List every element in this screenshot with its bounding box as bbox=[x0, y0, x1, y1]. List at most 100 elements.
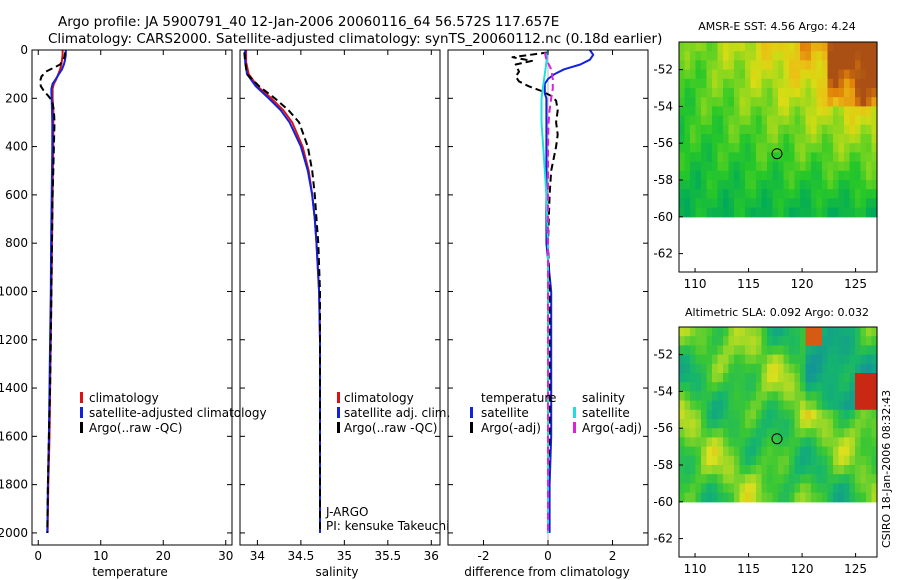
heatmap-cell bbox=[866, 382, 873, 392]
heatmap-cell bbox=[871, 382, 878, 392]
heatmap-cell bbox=[805, 455, 812, 466]
heatmap-cell bbox=[860, 198, 867, 209]
heatmap-cell bbox=[844, 170, 851, 181]
heatmap-cell bbox=[679, 51, 686, 61]
heatmap-cell bbox=[750, 134, 757, 144]
heatmap-cell bbox=[739, 373, 746, 383]
heatmap-cell bbox=[684, 106, 691, 117]
heatmap-cell bbox=[800, 363, 807, 374]
heatmap-cell bbox=[789, 78, 796, 89]
heatmap-cell bbox=[756, 60, 763, 71]
heatmap-cell bbox=[827, 180, 834, 190]
map-x-tick-label: 115 bbox=[737, 277, 760, 291]
heatmap-cell bbox=[772, 446, 779, 457]
heatmap-cell bbox=[750, 60, 757, 71]
heatmap-cell bbox=[756, 189, 763, 199]
temperature-axes-frame bbox=[31, 49, 233, 546]
salinity-axes-frame bbox=[239, 49, 441, 546]
heatmap-cell bbox=[794, 88, 801, 98]
heatmap-cell bbox=[745, 373, 752, 383]
heatmap-cell bbox=[871, 409, 878, 420]
heatmap-cell bbox=[827, 363, 834, 374]
x-tick-label: 0 bbox=[34, 549, 42, 563]
heatmap-cell bbox=[745, 152, 752, 163]
heatmap-cell bbox=[756, 97, 763, 107]
heatmap-cell bbox=[833, 474, 840, 484]
heatmap-cell bbox=[734, 42, 741, 52]
heatmap-cell bbox=[789, 382, 796, 392]
heatmap-cell bbox=[712, 373, 719, 383]
heatmap-cell bbox=[811, 207, 818, 218]
heatmap-cell bbox=[717, 51, 724, 61]
heatmap-cell bbox=[844, 143, 851, 153]
heatmap-cell bbox=[849, 492, 856, 503]
heatmap-cell bbox=[717, 419, 724, 429]
heatmap-cell bbox=[816, 88, 823, 98]
heatmap-cell bbox=[816, 189, 823, 199]
heatmap-cell bbox=[723, 363, 730, 374]
heatmap-cell bbox=[723, 51, 730, 61]
heatmap-cell bbox=[695, 207, 702, 218]
heatmap-cell bbox=[690, 391, 697, 402]
heatmap-cell bbox=[805, 373, 812, 383]
heatmap-cell bbox=[838, 446, 845, 457]
heatmap-cell bbox=[756, 88, 763, 98]
heatmap-cell bbox=[684, 391, 691, 402]
heatmap-cell bbox=[800, 465, 807, 475]
heatmap-cell bbox=[684, 180, 691, 190]
heatmap-cell bbox=[728, 465, 735, 475]
heatmap-cell bbox=[706, 198, 713, 209]
heatmap-cell bbox=[855, 345, 862, 356]
heatmap-cell bbox=[734, 336, 741, 346]
heatmap-cell bbox=[833, 97, 840, 107]
heatmap-cell bbox=[789, 115, 796, 126]
heatmap-cell bbox=[794, 115, 801, 126]
heatmap-cell bbox=[816, 437, 823, 448]
heatmap-cell bbox=[684, 492, 691, 503]
heatmap-cell bbox=[728, 42, 735, 52]
legend-label-temp-argo: Argo(-adj) bbox=[481, 421, 541, 435]
heatmap-cell bbox=[772, 419, 779, 429]
heatmap-cell bbox=[789, 419, 796, 429]
heatmap-cell bbox=[761, 152, 768, 163]
heatmap-cell bbox=[756, 180, 763, 190]
heatmap-cell bbox=[679, 161, 686, 172]
heatmap-cell bbox=[706, 42, 713, 52]
heatmap-cell bbox=[805, 391, 812, 402]
heatmap-cell bbox=[855, 88, 862, 98]
heatmap-cell bbox=[690, 428, 697, 438]
heatmap-cell bbox=[728, 409, 735, 420]
heatmap-cell bbox=[844, 474, 851, 484]
heatmap-cell bbox=[723, 42, 730, 52]
heatmap-cell bbox=[838, 189, 845, 199]
heatmap-cell bbox=[728, 69, 735, 80]
heatmap-cell bbox=[717, 189, 724, 199]
heatmap-cell bbox=[739, 465, 746, 475]
heatmap-cell bbox=[756, 400, 763, 411]
heatmap-cell bbox=[794, 419, 801, 429]
heatmap-cell bbox=[701, 363, 708, 374]
heatmap-cell bbox=[734, 400, 741, 411]
map-x-tick-label: 125 bbox=[844, 277, 867, 291]
heatmap-cell bbox=[833, 42, 840, 52]
heatmap-cell bbox=[761, 134, 768, 144]
heatmap-cell bbox=[761, 336, 768, 346]
heatmap-cell bbox=[800, 88, 807, 98]
map-x-tick-label: 120 bbox=[791, 277, 814, 291]
heatmap-cell bbox=[739, 474, 746, 484]
heatmap-cell bbox=[750, 327, 757, 337]
heatmap-cell bbox=[772, 400, 779, 411]
heatmap-cell bbox=[827, 382, 834, 392]
heatmap-cell bbox=[789, 483, 796, 494]
heatmap-cell bbox=[717, 180, 724, 190]
heatmap-cell bbox=[838, 124, 845, 135]
heatmap-cell bbox=[833, 152, 840, 163]
heatmap-cell bbox=[855, 189, 862, 199]
heatmap-cell bbox=[844, 455, 851, 466]
heatmap-cell bbox=[789, 143, 796, 153]
heatmap-cell bbox=[855, 354, 862, 365]
heatmap-cell bbox=[701, 69, 708, 80]
heatmap-cell bbox=[690, 400, 697, 411]
heatmap-cell bbox=[833, 115, 840, 126]
heatmap-cell bbox=[690, 483, 697, 494]
